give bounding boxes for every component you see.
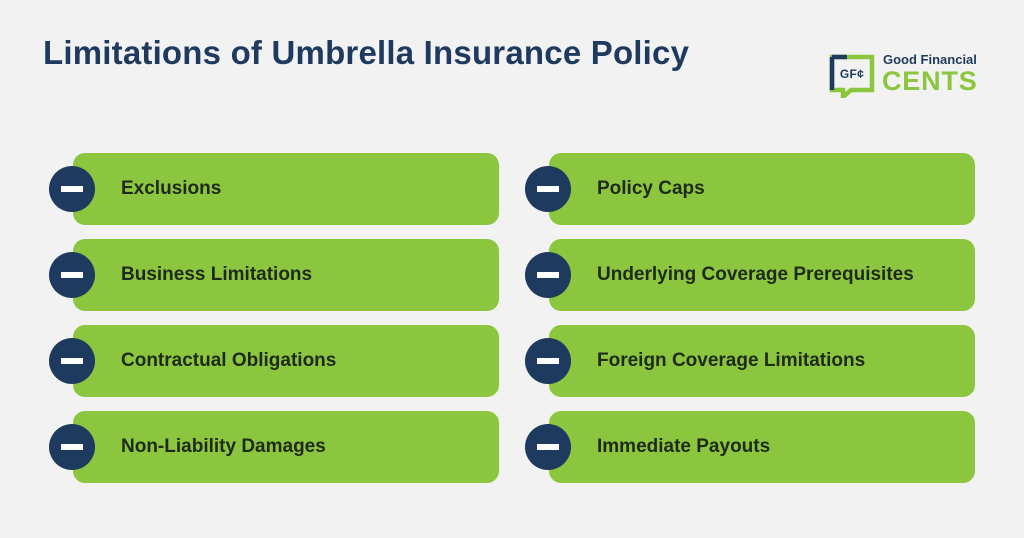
- limitation-item-foreign-coverage: Foreign Coverage Limitations: [523, 325, 975, 397]
- minus-icon: [49, 166, 95, 212]
- limitation-label: Contractual Obligations: [121, 350, 337, 371]
- limitation-item-immediate-payouts: Immediate Payouts: [523, 411, 975, 483]
- logo-mark-text: GF¢: [839, 67, 865, 81]
- limitation-label: Foreign Coverage Limitations: [597, 350, 866, 371]
- minus-icon: [49, 424, 95, 470]
- limitation-pill: [549, 325, 975, 397]
- limitation-item-underlying-coverage: Underlying Coverage Prerequisites: [523, 239, 975, 311]
- limitation-label: Immediate Payouts: [597, 436, 771, 457]
- limitation-pill: [73, 411, 499, 483]
- minus-icon: [49, 338, 95, 384]
- logo-mark-icon: [829, 54, 875, 98]
- limitation-item-contractual-obligations: Contractual Obligations: [47, 325, 499, 397]
- limitations-grid: Exclusions Policy Caps Business Limitati…: [47, 153, 977, 483]
- limitation-item-policy-caps: Policy Caps: [523, 153, 975, 225]
- limitation-item-business-limitations: Business Limitations: [47, 239, 499, 311]
- limitation-pill: [549, 153, 975, 225]
- limitation-label: Exclusions: [121, 178, 222, 199]
- limitation-label: Underlying Coverage Prerequisites: [597, 264, 914, 285]
- minus-icon: [49, 252, 95, 298]
- limitation-pill: [73, 153, 499, 225]
- minus-icon: [525, 252, 571, 298]
- logo-text-top: Good Financial: [883, 52, 977, 67]
- brand-logo: GF¢ Good Financial CENTS: [829, 51, 989, 99]
- limitation-pill: [73, 325, 499, 397]
- minus-icon: [525, 338, 571, 384]
- logo-text-bottom: CENTS: [882, 66, 978, 96]
- limitation-pill: [549, 239, 975, 311]
- limitation-item-exclusions: Exclusions: [47, 153, 499, 225]
- minus-icon: [525, 424, 571, 470]
- page-title: Limitations of Umbrella Insurance Policy: [43, 34, 690, 71]
- limitation-pill: [549, 411, 975, 483]
- limitation-label: Non-Liability Damages: [121, 436, 326, 457]
- limitation-item-non-liability-damages: Non-Liability Damages: [47, 411, 499, 483]
- minus-icon: [525, 166, 571, 212]
- limitation-label: Policy Caps: [597, 178, 705, 199]
- limitation-pill: [73, 239, 499, 311]
- limitation-label: Business Limitations: [121, 264, 313, 285]
